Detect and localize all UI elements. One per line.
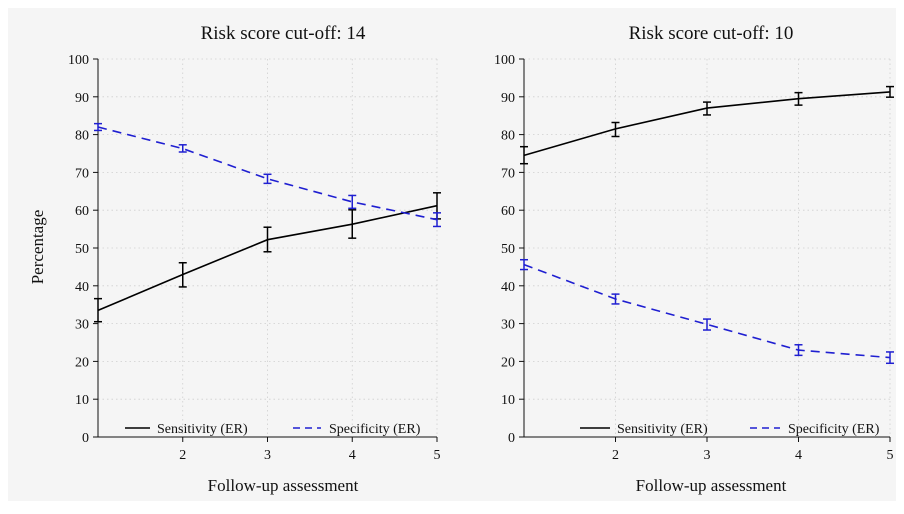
x-tick-label: 2 [612, 448, 619, 463]
x-tick-label: 4 [349, 448, 356, 463]
y-tick-label: 30 [75, 318, 89, 333]
error-bar [703, 318, 711, 331]
legend-item: Specificity (ER) [750, 422, 880, 437]
series-2 [520, 258, 894, 365]
y-tick-label: 50 [501, 242, 515, 257]
chart-title: Risk score cut-off: 10 [629, 23, 794, 44]
y-tick-label: 90 [501, 91, 515, 106]
x-tick-label: 2 [179, 448, 186, 463]
error-bar [94, 122, 102, 132]
y-tick-label: 70 [501, 166, 515, 181]
x-tick-label: 5 [434, 448, 441, 463]
y-tick-label: 0 [82, 431, 89, 446]
y-tick-label: 80 [501, 129, 515, 144]
y-tick-label: 20 [75, 355, 89, 370]
y-tick-label: 90 [75, 91, 89, 106]
x-tick-label: 3 [704, 448, 711, 463]
x-axis-label: Follow-up assessment [208, 476, 359, 495]
y-tick-label: 70 [75, 166, 89, 181]
legend-label: Sensitivity (ER) [157, 422, 248, 437]
error-bar [886, 85, 894, 98]
series-line [523, 263, 891, 359]
error-bar [703, 101, 711, 116]
y-tick-label: 30 [501, 318, 515, 333]
error-bar [178, 261, 187, 288]
legend-label: Specificity (ER) [329, 422, 421, 437]
error-bar [520, 258, 528, 271]
chart-panel-2: 0 10 20 30 40 50 60 70 80 90 100 2 3 4 5 Risk score cut… [494, 23, 894, 495]
y-tick-label: 60 [501, 204, 515, 219]
series-2 [94, 122, 441, 228]
y-tick-label: 0 [508, 431, 515, 446]
y-tick-label: 10 [75, 393, 89, 408]
error-bar [886, 351, 894, 365]
error-bar [794, 344, 803, 357]
error-bar [433, 212, 441, 228]
chart-title: Risk score cut-off: 14 [201, 23, 366, 44]
x-tick-label: 5 [887, 448, 894, 463]
legend-item: Specificity (ER) [293, 422, 421, 437]
y-tick-label: 50 [75, 242, 89, 257]
error-bar [520, 145, 528, 165]
error-bar [794, 91, 803, 106]
error-bar [94, 297, 102, 323]
x-tick-label: 4 [795, 448, 802, 463]
error-bar [263, 173, 272, 185]
y-tick-label: 20 [501, 355, 515, 370]
y-tick-label: 60 [75, 204, 89, 219]
x-tick-label: 3 [264, 448, 271, 463]
error-bar [611, 293, 620, 305]
error-bar [178, 144, 187, 153]
error-bar [611, 121, 620, 138]
chart-panel-1: 0 10 20 30 40 50 60 70 80 90 100 2 3 4 5 Risk score cut… [68, 23, 441, 495]
y-axis-label: Percentage [28, 210, 47, 285]
error-bar [263, 226, 272, 253]
error-bar [348, 194, 357, 210]
y-tick-label: 10 [501, 393, 515, 408]
error-bar [348, 209, 357, 239]
legend-label: Specificity (ER) [788, 422, 880, 437]
series-1 [520, 85, 894, 165]
legend-label: Sensitivity (ER) [617, 422, 708, 437]
legend-item: Sensitivity (ER) [580, 422, 708, 437]
series-1 [94, 192, 441, 323]
y-tick-label: 40 [501, 280, 515, 295]
y-tick-label: 40 [75, 280, 89, 295]
y-tick-label: 100 [68, 53, 89, 68]
x-axis-label: Follow-up assessment [636, 476, 787, 495]
legend-item: Sensitivity (ER) [125, 422, 248, 437]
y-tick-label: 100 [494, 53, 515, 68]
y-tick-label: 80 [75, 129, 89, 144]
